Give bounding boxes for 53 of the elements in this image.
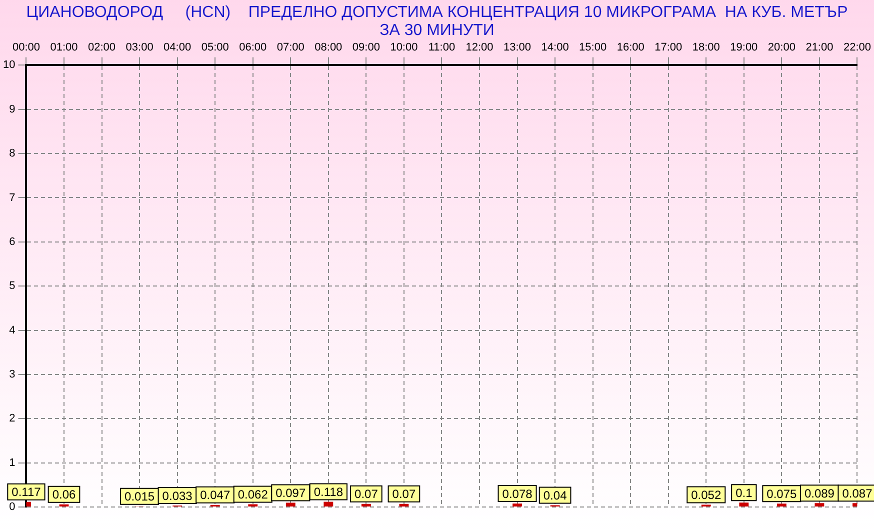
- x-tick-label: 03:00: [126, 42, 154, 54]
- x-tick-label: 02:00: [88, 42, 116, 54]
- x-tick-label: 11:00: [428, 42, 456, 54]
- x-tick-label: 06:00: [239, 42, 267, 54]
- data-label: 0.015: [124, 490, 155, 504]
- x-tick-label: 20:00: [768, 42, 796, 54]
- x-tick-label: 00:00: [12, 42, 40, 54]
- data-label: 0.117: [12, 485, 42, 500]
- x-tick-label: 19:00: [730, 42, 758, 54]
- data-label: 0.1: [736, 486, 753, 500]
- data-label: 0.052: [691, 488, 722, 502]
- x-tick-label: 04:00: [164, 42, 192, 54]
- data-label: 0.078: [502, 486, 533, 501]
- x-tick-label: 07:00: [276, 42, 304, 54]
- x-tick-label: 10:00: [390, 42, 418, 54]
- data-label: 0.06: [52, 488, 76, 502]
- y-tick-label: 7: [9, 192, 16, 204]
- y-tick-label: 0: [9, 501, 16, 514]
- x-tick-label: 22:00: [843, 42, 871, 54]
- data-label: 0.033: [162, 488, 193, 503]
- x-tick-label: 05:00: [201, 42, 229, 54]
- y-tick-label: 9: [9, 103, 16, 116]
- x-tick-label: 08:00: [314, 42, 342, 54]
- x-tick-label: 14:00: [541, 42, 569, 54]
- data-label: 0.075: [766, 487, 798, 501]
- x-tick-label: 21:00: [806, 42, 834, 54]
- data-label: 0.047: [200, 488, 230, 502]
- data-label: 0.04: [543, 488, 568, 503]
- y-tick-label: 5: [9, 280, 16, 292]
- chart-subtitle: ЗА 30 МИНУТИ: [378, 22, 496, 40]
- data-label: 0.097: [276, 486, 306, 500]
- data-label: 0.087: [842, 486, 873, 500]
- y-tick-label: 2: [9, 412, 16, 425]
- x-tick-label: 16:00: [616, 42, 644, 54]
- x-tick-label: 15:00: [579, 42, 607, 54]
- y-tick-label: 8: [9, 148, 16, 160]
- x-tick-label: 09:00: [352, 42, 380, 54]
- data-label: 0.118: [314, 485, 344, 500]
- y-tick-label: 4: [9, 324, 16, 336]
- y-tick-label: 10: [2, 59, 16, 72]
- x-tick-label: 17:00: [654, 42, 682, 54]
- data-label: 0.089: [804, 486, 835, 500]
- chart-title: ЦИАНОВОДОРОД (HCN) ПРЕДЕЛНО ДОПУСТИМА КОНЦЕНТРАЦИЯ 10 МИКРОГРАМА НА КУБ. МЕТЪР: [25, 4, 849, 22]
- y-tick-label: 6: [9, 236, 16, 248]
- x-tick-label: 13:00: [504, 42, 532, 54]
- y-tick-label: 1: [9, 456, 16, 469]
- x-tick-label: 18:00: [692, 42, 720, 54]
- x-tick-label: 01:00: [50, 42, 78, 54]
- data-label: 0.07: [354, 487, 378, 502]
- data-label: 0.062: [238, 488, 268, 502]
- y-tick-label: 3: [9, 368, 16, 380]
- x-tick-label: 12:00: [466, 42, 494, 54]
- data-label: 0.07: [392, 487, 416, 502]
